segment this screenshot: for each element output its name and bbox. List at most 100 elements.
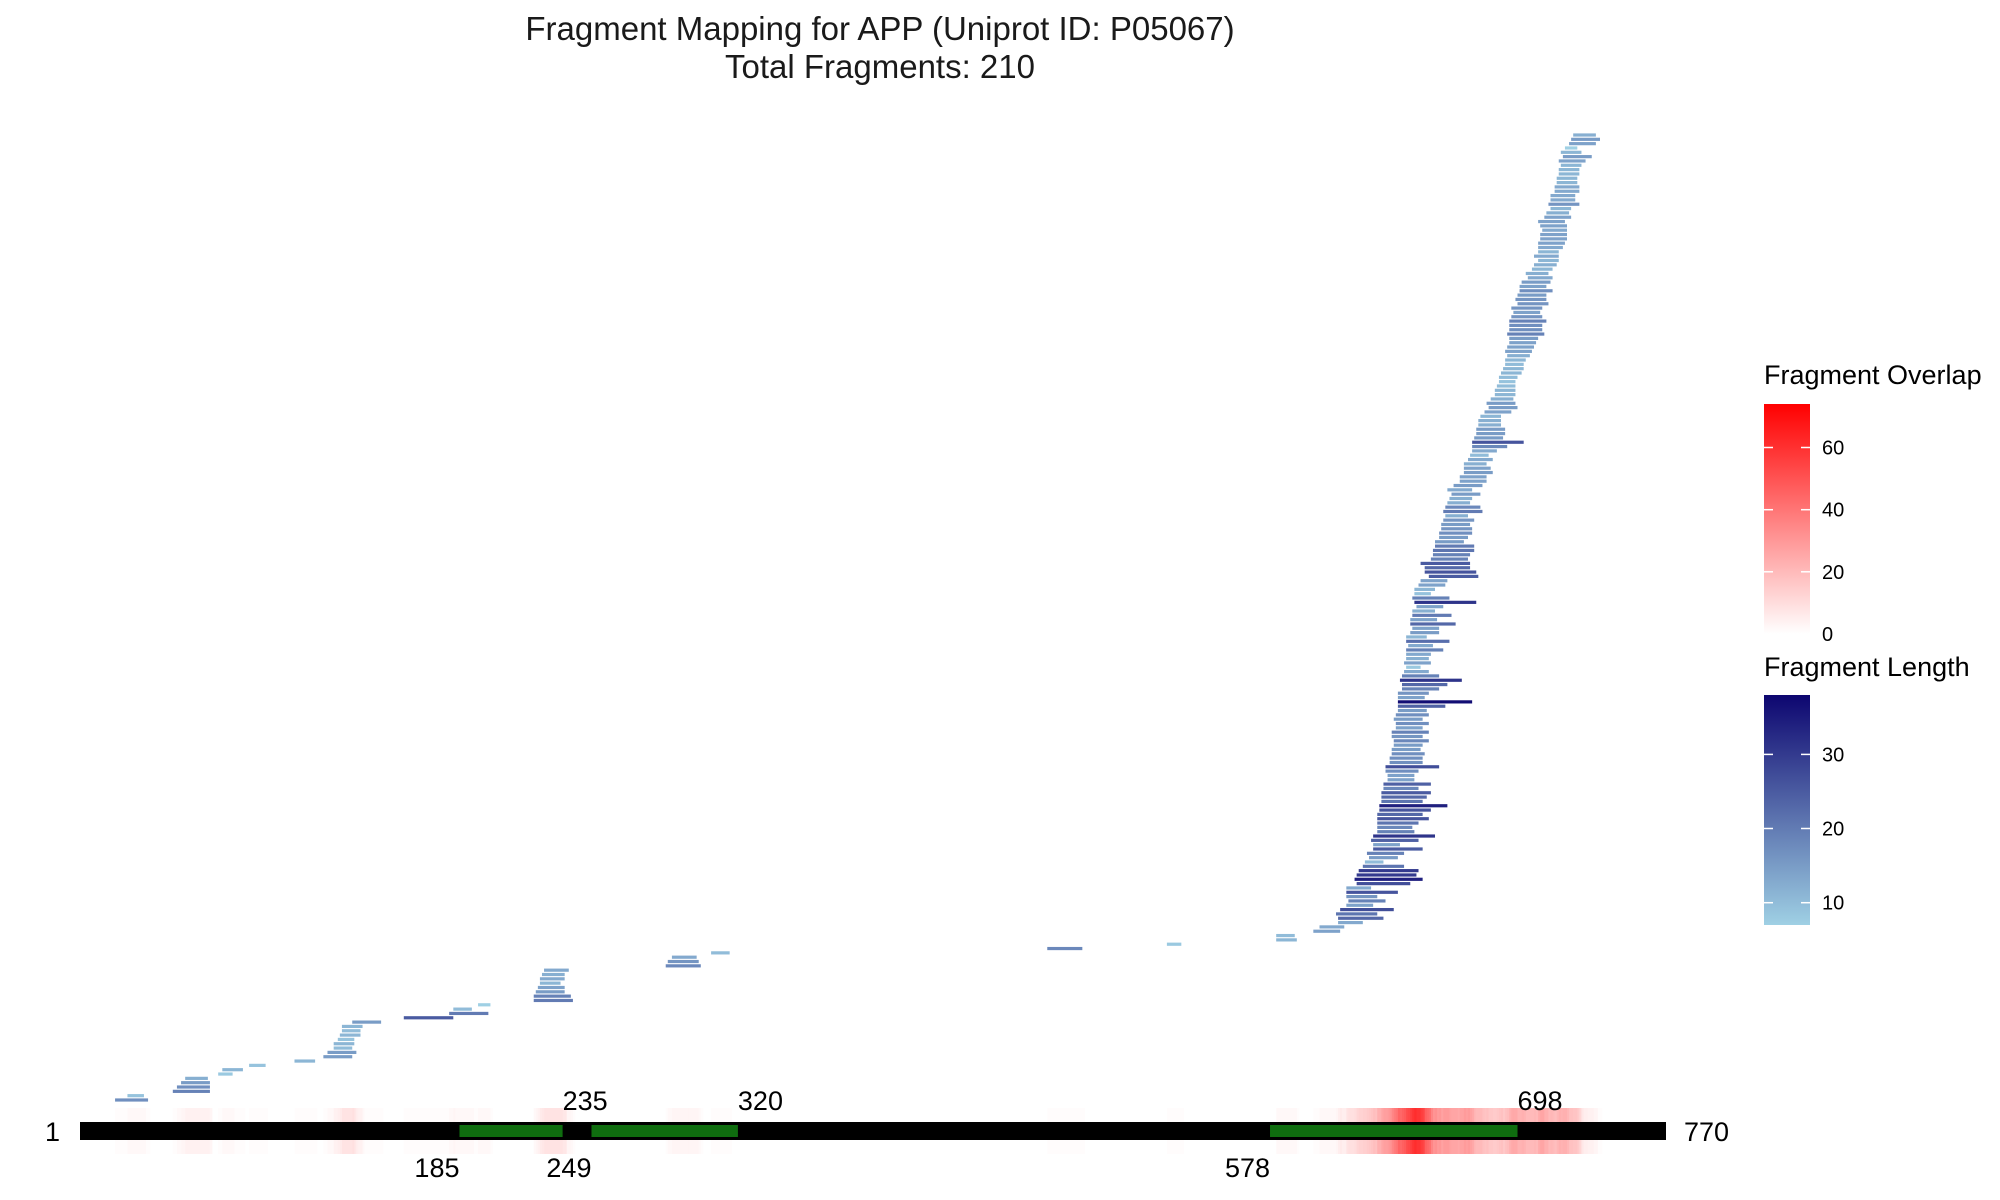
fragment-bar xyxy=(1364,860,1384,864)
fragment-bar xyxy=(1540,232,1567,237)
fragment-bar xyxy=(341,1029,361,1033)
fragment-bar xyxy=(1550,206,1572,211)
fragment-bar xyxy=(1387,778,1415,782)
fragment-bar xyxy=(1527,276,1553,280)
fragment-bar xyxy=(1404,669,1429,674)
fragment-bar xyxy=(1550,198,1576,202)
fragment-bar xyxy=(341,1024,363,1029)
fragment-bar xyxy=(1406,657,1429,661)
chart-title: Fragment Mapping for APP (Uniprot ID: P0… xyxy=(525,10,1234,47)
fragment-bar xyxy=(1472,449,1497,453)
fragment-bar xyxy=(1538,258,1559,263)
fragment-bar xyxy=(1505,362,1524,366)
overlap-legend-ticks: 0 20 40 60 xyxy=(1764,438,1844,646)
fragment-bar xyxy=(478,1003,491,1007)
fragment-bar xyxy=(1412,609,1436,613)
fragment-bar xyxy=(1319,925,1345,929)
fragment-bar xyxy=(1377,817,1429,821)
fragment-bar xyxy=(172,1089,210,1093)
fragment-bar xyxy=(1047,946,1083,951)
fragment-bar xyxy=(1385,769,1419,773)
fragment-bar xyxy=(1556,181,1578,185)
fragment-bar xyxy=(1534,254,1559,258)
fragment-bar xyxy=(1348,899,1386,903)
fragment-bar xyxy=(1391,734,1423,739)
fragment-bar xyxy=(1393,743,1423,747)
fragment-bar xyxy=(1490,397,1514,401)
fragment-bar xyxy=(1313,929,1341,933)
domain-boundary-label: 235 xyxy=(563,1086,608,1116)
fragment-bar xyxy=(1564,146,1578,150)
sequence-end-label: 770 xyxy=(1684,1117,1729,1147)
fragment-bar xyxy=(1494,388,1516,392)
fragment-bar xyxy=(1414,600,1477,604)
fragment-bar xyxy=(1472,444,1508,449)
domain-rect xyxy=(591,1125,738,1137)
domain-boundary-label: 320 xyxy=(738,1086,783,1116)
fragment-bar xyxy=(1397,691,1429,695)
fragment-bar xyxy=(1498,375,1518,379)
fragment-bar xyxy=(127,1094,144,1098)
fragment-bar xyxy=(1443,509,1483,514)
fragment-bar xyxy=(1505,349,1532,353)
fragment-bar xyxy=(1542,228,1567,232)
fragment-bar xyxy=(1424,570,1477,574)
fragment-bar xyxy=(1468,457,1493,462)
fragment-bar xyxy=(1501,371,1522,375)
fragment-bar xyxy=(1377,821,1419,825)
fragment-bar xyxy=(1509,319,1547,323)
fragment-bar xyxy=(1410,631,1440,635)
fragment-bar xyxy=(1480,414,1501,418)
fragment-bar xyxy=(1418,583,1446,587)
fragment-bar xyxy=(1544,215,1572,219)
fragment-bar xyxy=(1494,393,1516,397)
legend-tick-label: 10 xyxy=(1822,893,1844,915)
fragment-bar xyxy=(1373,847,1423,851)
fragment-bar xyxy=(249,1063,266,1067)
fragment-bar xyxy=(222,1068,243,1072)
fragment-bar xyxy=(1356,882,1411,886)
fragment-bar xyxy=(1507,345,1534,349)
fragment-bar xyxy=(1381,791,1431,795)
fragment-bar xyxy=(1410,618,1438,622)
fragment-bar xyxy=(1554,185,1580,189)
fragment-bar xyxy=(1476,431,1506,436)
fragment-bar xyxy=(1488,406,1518,410)
fragment-bar xyxy=(1412,596,1450,600)
fragment-bar xyxy=(1556,176,1578,180)
fragment-bar xyxy=(1558,168,1580,172)
fragment-bar xyxy=(352,1020,382,1024)
fragment-bar xyxy=(1406,652,1431,656)
fragment-bar xyxy=(1571,137,1600,141)
fragment-bar xyxy=(1445,514,1469,518)
fragment-bar xyxy=(1404,661,1431,665)
fragment-bar xyxy=(1387,773,1415,778)
domain-boundary-labels: 235 320 698 185 249 578 xyxy=(414,1086,1562,1183)
fragment-bar xyxy=(1509,323,1543,327)
fragment-bar xyxy=(1503,367,1524,371)
fragment-bar xyxy=(1369,856,1398,860)
fragment-bar xyxy=(1435,540,1464,544)
fragment-bar xyxy=(1478,419,1502,423)
fragment-bar xyxy=(1346,886,1372,890)
fragment-bar xyxy=(1498,380,1516,384)
domain-layer xyxy=(459,1125,1518,1137)
fragment-bar xyxy=(1507,332,1545,336)
fragment-bar xyxy=(1391,747,1421,752)
fragment-bar xyxy=(1538,250,1559,254)
fragment-bar xyxy=(1509,336,1539,340)
fragment-bar xyxy=(1517,293,1547,297)
fragment-bar xyxy=(1531,267,1553,271)
fragment-bar xyxy=(1435,544,1475,548)
fragment-bar xyxy=(1362,864,1405,868)
fragment-bar xyxy=(1478,423,1502,427)
fragment-bar xyxy=(1377,812,1423,816)
fragment-bar xyxy=(1393,717,1423,721)
domain-boundary-label: 185 xyxy=(414,1153,459,1183)
fragment-bar xyxy=(1432,553,1471,557)
fragment-bar xyxy=(449,1011,489,1016)
fragment-bar xyxy=(1540,237,1567,241)
fragment-bar xyxy=(333,1046,353,1050)
fragment-bar xyxy=(1381,799,1423,804)
